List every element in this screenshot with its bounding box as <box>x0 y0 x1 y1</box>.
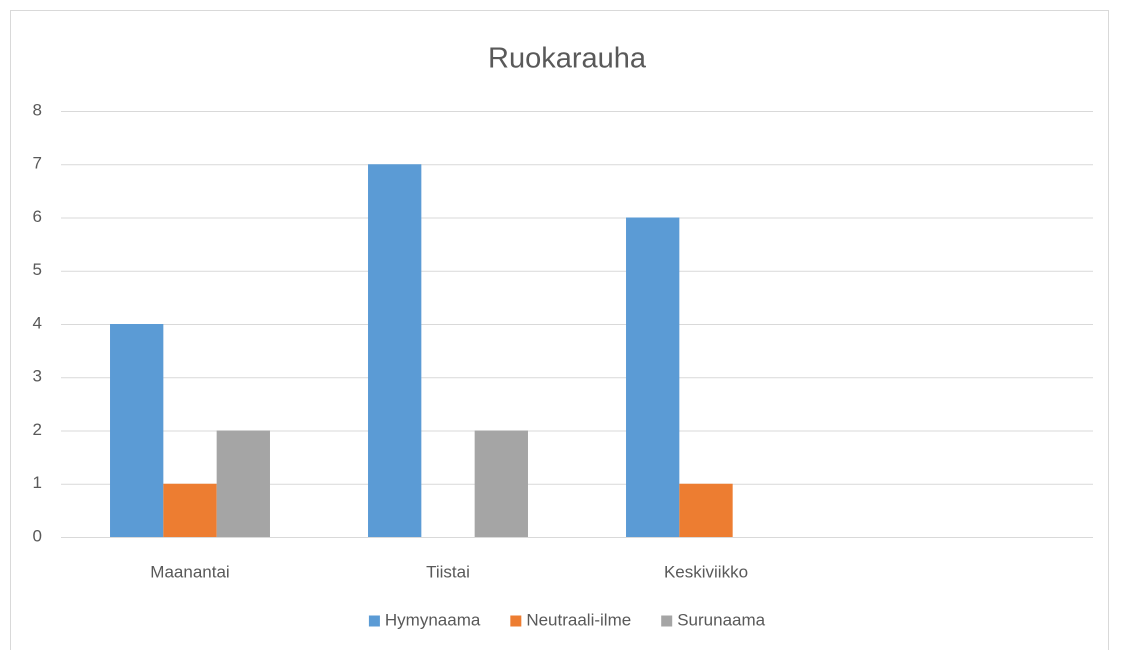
x-tick-label: Keskiviikko <box>664 562 748 581</box>
legend-label: Hymynaama <box>385 610 481 629</box>
legend-label: Neutraali-ilme <box>526 610 631 629</box>
bar <box>216 430 270 537</box>
y-tick-label: 4 <box>33 313 42 332</box>
legend-label: Surunaama <box>677 610 765 629</box>
chart-border <box>10 10 1109 650</box>
bar <box>110 324 164 537</box>
bar <box>679 483 733 537</box>
legend-swatch <box>368 615 380 627</box>
y-tick-label: 6 <box>33 207 42 226</box>
y-tick-label: 2 <box>33 420 42 439</box>
x-tick-label: Tiistai <box>426 562 470 581</box>
y-tick-label: 5 <box>33 260 42 279</box>
bar <box>163 483 217 537</box>
legend-swatch <box>661 615 673 627</box>
y-tick-label: 1 <box>33 473 42 492</box>
legend-swatch <box>510 615 522 627</box>
bar <box>368 164 422 537</box>
y-tick-label: 7 <box>33 154 42 173</box>
y-tick-label: 8 <box>33 100 42 119</box>
x-tick-label: Maanantai <box>150 562 229 581</box>
y-tick-label: 3 <box>33 367 42 386</box>
y-tick-label: 0 <box>33 526 42 545</box>
bar <box>626 217 680 537</box>
chart-title: Ruokarauha <box>488 43 647 75</box>
bar <box>474 430 528 537</box>
